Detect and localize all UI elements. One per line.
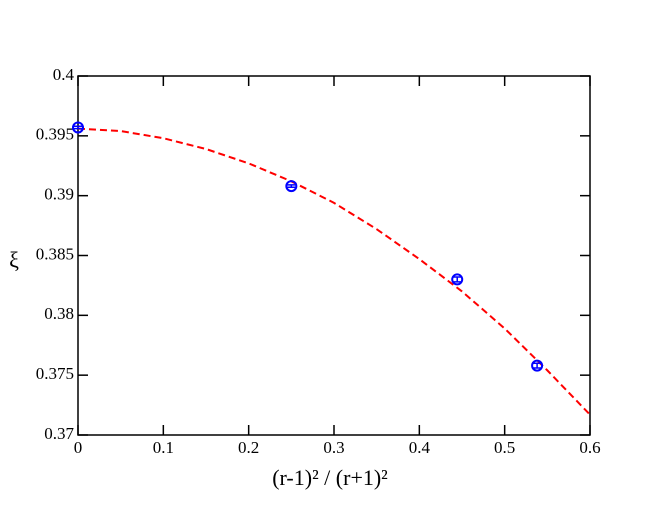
x-tick-label: 0 <box>74 438 83 457</box>
x-tick-label: 0.2 <box>238 438 259 457</box>
plot-frame <box>77 75 591 436</box>
x-tick-label: 0.5 <box>494 438 515 457</box>
data-point <box>451 273 464 286</box>
error-bar <box>287 184 296 189</box>
y-axis-label: ξ <box>9 247 19 272</box>
data-point <box>72 121 84 134</box>
y-tick-label: 0.39 <box>44 185 74 204</box>
y-tick-label: 0.4 <box>53 65 75 84</box>
error-bar <box>74 125 82 130</box>
fit-curve <box>77 127 591 416</box>
error-bar <box>453 276 462 283</box>
y-tick-label: 0.385 <box>36 244 74 263</box>
x-tick-label: 0.4 <box>409 438 431 457</box>
y-tick-label: 0.375 <box>36 364 74 383</box>
x-tick-label: 0.1 <box>153 438 174 457</box>
error-bar <box>533 362 542 369</box>
y-tick-label: 0.395 <box>36 125 74 144</box>
x-tick-label: 0.6 <box>579 438 600 457</box>
y-tick-label: 0.38 <box>44 304 74 323</box>
y-tick-label: 0.37 <box>44 424 74 443</box>
x-axis-label: (r-1)² / (r+1)² <box>272 465 388 490</box>
x-tick-label: 0.3 <box>323 438 344 457</box>
data-point <box>285 180 298 193</box>
data-point <box>531 359 544 372</box>
